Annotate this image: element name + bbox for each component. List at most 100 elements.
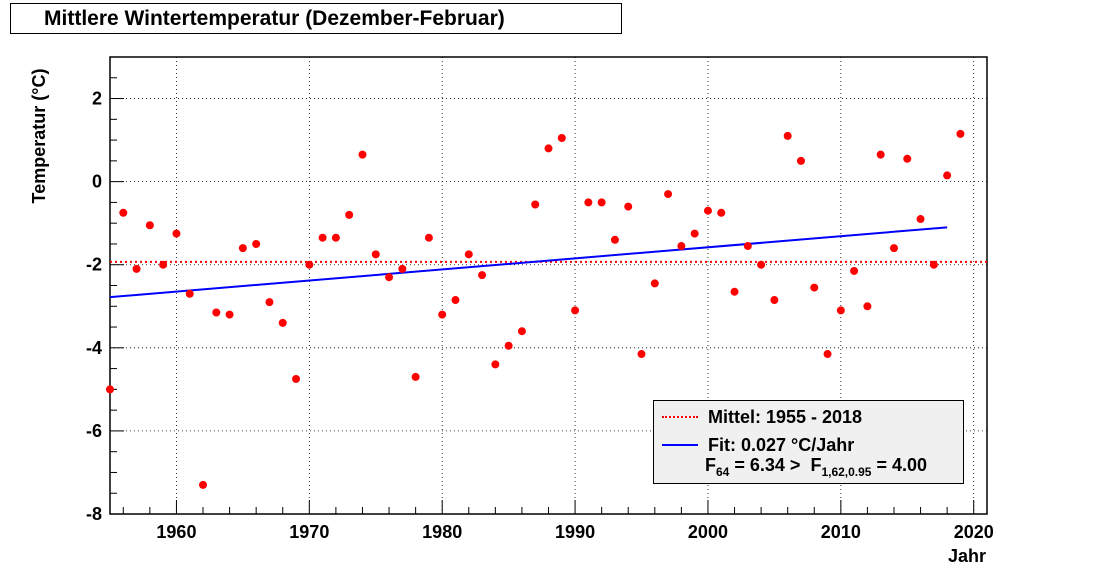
data-point <box>889 244 898 253</box>
ftest-f2: F <box>810 455 822 475</box>
data-point <box>850 266 859 275</box>
data-point <box>929 260 938 269</box>
data-point <box>796 156 805 165</box>
data-point <box>903 154 912 163</box>
data-point <box>424 233 433 242</box>
data-point <box>185 289 194 298</box>
legend-fit-swatch <box>662 444 698 446</box>
data-point <box>278 318 287 327</box>
x-tick-label: 2010 <box>821 522 861 542</box>
data-point <box>876 150 885 159</box>
data-point <box>331 233 340 242</box>
data-point <box>823 350 832 359</box>
data-point <box>252 239 261 248</box>
data-point <box>571 306 580 315</box>
data-point <box>292 374 301 383</box>
data-point <box>464 250 473 259</box>
x-tick-label: 1960 <box>156 522 196 542</box>
ftest-f1-value: = 6.34 > <box>729 455 801 475</box>
data-point <box>385 273 394 282</box>
data-point <box>517 327 526 336</box>
x-axis-title: Jahr <box>948 546 986 566</box>
legend: Mittel: 1955 - 2018 Fit: 0.027 °C/Jahr F… <box>653 400 964 484</box>
data-point <box>664 190 673 199</box>
data-point <box>943 171 952 180</box>
chart-title: Mittlere Wintertemperatur (Dezember-Febr… <box>44 7 505 30</box>
chart-title-box: Mittlere Wintertemperatur (Dezember-Febr… <box>10 3 622 34</box>
ftest-f1-sub: 64 <box>716 465 730 479</box>
data-point <box>225 310 234 319</box>
data-point <box>690 229 699 238</box>
data-point <box>358 150 367 159</box>
legend-item-mean: Mittel: 1955 - 2018 <box>654 406 862 428</box>
data-point <box>703 206 712 215</box>
ftest-f1: F <box>705 455 716 475</box>
data-point <box>212 308 221 317</box>
x-tick-label: 1990 <box>555 522 595 542</box>
data-point <box>305 260 314 269</box>
data-point <box>411 372 420 381</box>
data-point <box>159 260 168 269</box>
data-point <box>730 287 739 296</box>
data-point <box>956 129 965 138</box>
data-point <box>783 131 792 140</box>
data-point <box>478 271 487 280</box>
data-point <box>132 264 141 273</box>
y-tick-label: -2 <box>86 255 102 275</box>
data-point <box>557 134 566 143</box>
ftest-annotation: F64 = 6.34 > F1,62,0.95 = 4.00 <box>705 455 927 479</box>
data-point <box>743 242 752 251</box>
y-axis-title: Temperatur (°C) <box>29 69 49 204</box>
y-tick-label: -6 <box>86 421 102 441</box>
data-point <box>637 350 646 359</box>
data-point <box>863 302 872 311</box>
ftest-f2-sub: 1,62,0.95 <box>821 465 872 479</box>
data-point <box>318 233 327 242</box>
data-point <box>504 341 513 350</box>
data-point <box>597 198 606 207</box>
data-point <box>610 235 619 244</box>
x-tick-label: 1970 <box>289 522 329 542</box>
data-point <box>544 144 553 153</box>
data-point <box>717 208 726 217</box>
legend-item-fit: Fit: 0.027 °C/Jahr <box>654 434 854 456</box>
data-point <box>836 306 845 315</box>
data-point <box>491 360 500 369</box>
data-point <box>398 264 407 273</box>
x-tick-label: 1980 <box>422 522 462 542</box>
fit-line <box>109 226 948 299</box>
ftest-f2-value: = 4.00 <box>871 455 928 475</box>
data-point <box>770 296 779 305</box>
data-point <box>238 244 247 253</box>
x-tick-label: 2000 <box>688 522 728 542</box>
data-point <box>371 250 380 259</box>
data-point <box>624 202 633 211</box>
data-point <box>265 298 274 307</box>
y-tick-label: 2 <box>92 89 102 109</box>
data-point <box>199 480 208 489</box>
legend-mean-label: Mittel: 1955 - 2018 <box>708 406 863 427</box>
y-tick-label: -4 <box>86 338 102 358</box>
data-point <box>531 200 540 209</box>
y-tick-label: 0 <box>92 172 102 192</box>
legend-fit-label: Fit: 0.027 °C/Jahr <box>708 434 855 455</box>
data-point <box>677 242 686 251</box>
tick-labels: 1960 1970 1980 1990 2000 2010 2020 -8 -6 -4 -2 0 2 <box>86 89 994 542</box>
data-point <box>584 198 593 207</box>
data-point <box>345 210 354 219</box>
data-point <box>106 385 114 394</box>
axis-ticks <box>110 56 975 515</box>
data-point <box>438 310 447 319</box>
data-point <box>916 215 925 224</box>
y-tick-label: -8 <box>86 504 102 524</box>
data-point <box>757 260 766 269</box>
data-point <box>451 296 460 305</box>
data-point <box>810 283 819 292</box>
legend-mean-swatch <box>662 416 698 418</box>
data-point <box>145 221 154 230</box>
data-point <box>172 229 181 238</box>
data-point <box>650 279 659 288</box>
x-tick-label: 2020 <box>954 522 994 542</box>
data-point <box>119 208 128 217</box>
